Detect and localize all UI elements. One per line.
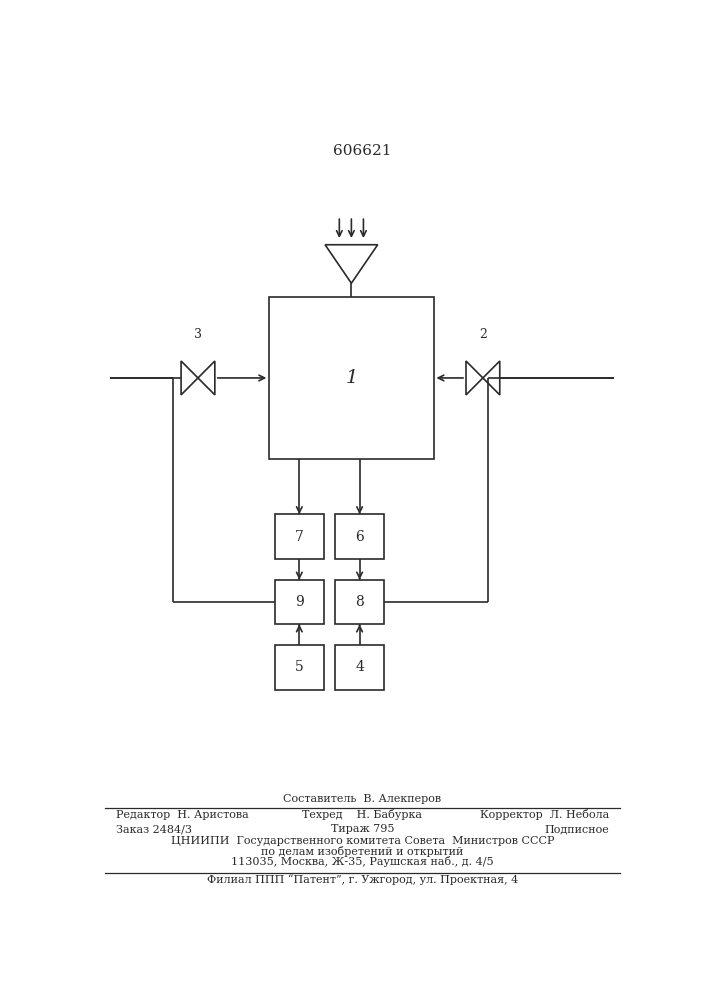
Text: 5: 5: [295, 660, 304, 674]
Text: Подписное: Подписное: [544, 824, 609, 834]
Text: Тираж 795: Тираж 795: [331, 824, 394, 834]
Text: 1: 1: [345, 369, 358, 387]
Text: 606621: 606621: [333, 144, 392, 158]
Text: 6: 6: [355, 530, 364, 544]
Text: Редактор  Н. Аристова: Редактор Н. Аристова: [116, 810, 249, 820]
Text: 2: 2: [479, 328, 487, 341]
Bar: [275, 645, 324, 690]
Text: 4: 4: [355, 660, 364, 674]
Text: Филиал ППП “Патент”, г. Ужгород, ул. Проектная, 4: Филиал ППП “Патент”, г. Ужгород, ул. Про…: [206, 874, 518, 885]
Bar: [335, 645, 385, 690]
Text: Корректор  Л. Небола: Корректор Л. Небола: [479, 809, 609, 820]
Text: Заказ 2484/3: Заказ 2484/3: [116, 824, 192, 834]
Text: 113035, Москва, Ж-35, Раушская наб., д. 4/5: 113035, Москва, Ж-35, Раушская наб., д. …: [231, 856, 493, 867]
Text: Техред    Н. Бабурка: Техред Н. Бабурка: [303, 809, 422, 820]
Bar: [275, 580, 324, 624]
Text: 8: 8: [355, 595, 364, 609]
Text: 3: 3: [194, 328, 202, 341]
Text: 9: 9: [295, 595, 304, 609]
Text: Составитель  В. Алекперов: Составитель В. Алекперов: [284, 794, 441, 804]
Text: 7: 7: [295, 530, 304, 544]
Text: ЦНИИПИ  Государственного комитета Совета  Министров СССР: ЦНИИПИ Государственного комитета Совета …: [170, 836, 554, 846]
Text: по делам изобретений и открытий: по делам изобретений и открытий: [261, 846, 464, 857]
Bar: [335, 514, 385, 559]
Bar: [275, 514, 324, 559]
Bar: [269, 297, 433, 459]
Bar: [335, 580, 385, 624]
